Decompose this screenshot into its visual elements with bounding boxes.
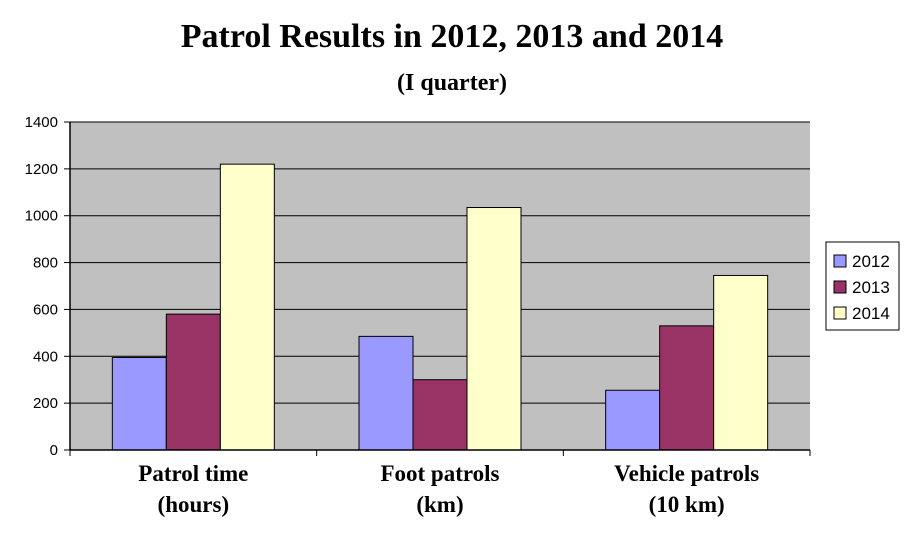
legend-label-2014: 2014 [852, 304, 890, 323]
bars [111, 163, 769, 451]
bar-2014-1 [466, 207, 522, 451]
y-tick-label: 200 [33, 395, 58, 412]
legend-swatch-2014 [833, 306, 847, 320]
y-tick-label: 800 [33, 255, 58, 272]
y-tick-label: 1200 [25, 161, 58, 178]
x-category-label: (km) [416, 492, 463, 517]
y-tick-label: 400 [33, 348, 58, 365]
x-category-label: (10 km) [649, 492, 725, 517]
legend-label-2012: 2012 [852, 252, 890, 271]
axes [69, 122, 811, 456]
bar-2013-0 [165, 313, 221, 451]
bar-2014-0 [219, 163, 275, 451]
bar-2014-2 [713, 274, 769, 451]
legend-label-2013: 2013 [852, 278, 890, 297]
y-tick-label: 1000 [25, 208, 58, 225]
x-axis-labels: Patrol time (hours) Foot patrols (km) Vehicl… [138, 461, 759, 517]
bar-2013-1 [412, 379, 468, 451]
x-category-label: Foot patrols [380, 461, 499, 486]
x-category-label: Patrol time [138, 461, 248, 486]
y-tick-label: 600 [33, 301, 58, 318]
bar-2013-2 [659, 325, 715, 451]
y-tick-label: 0 [50, 442, 58, 459]
x-category-label: Vehicle patrols [614, 461, 759, 486]
legend-swatch-2013 [833, 280, 847, 294]
chart-subtitle: (I quarter) [397, 70, 507, 96]
legend: 2012 2013 2014 [825, 241, 900, 331]
y-axis-ticks: 0 200 400 600 800 1000 1200 1400 [25, 114, 70, 459]
bar-2012-0 [111, 356, 167, 451]
bar-2012-1 [358, 335, 414, 451]
chart-title: Patrol Results in 2012, 2013 and 2014 [180, 18, 724, 55]
bar-2012-2 [605, 389, 661, 451]
legend-swatch-2012 [833, 254, 847, 268]
y-tick-label: 1400 [25, 114, 58, 131]
x-category-label: (hours) [158, 492, 230, 517]
